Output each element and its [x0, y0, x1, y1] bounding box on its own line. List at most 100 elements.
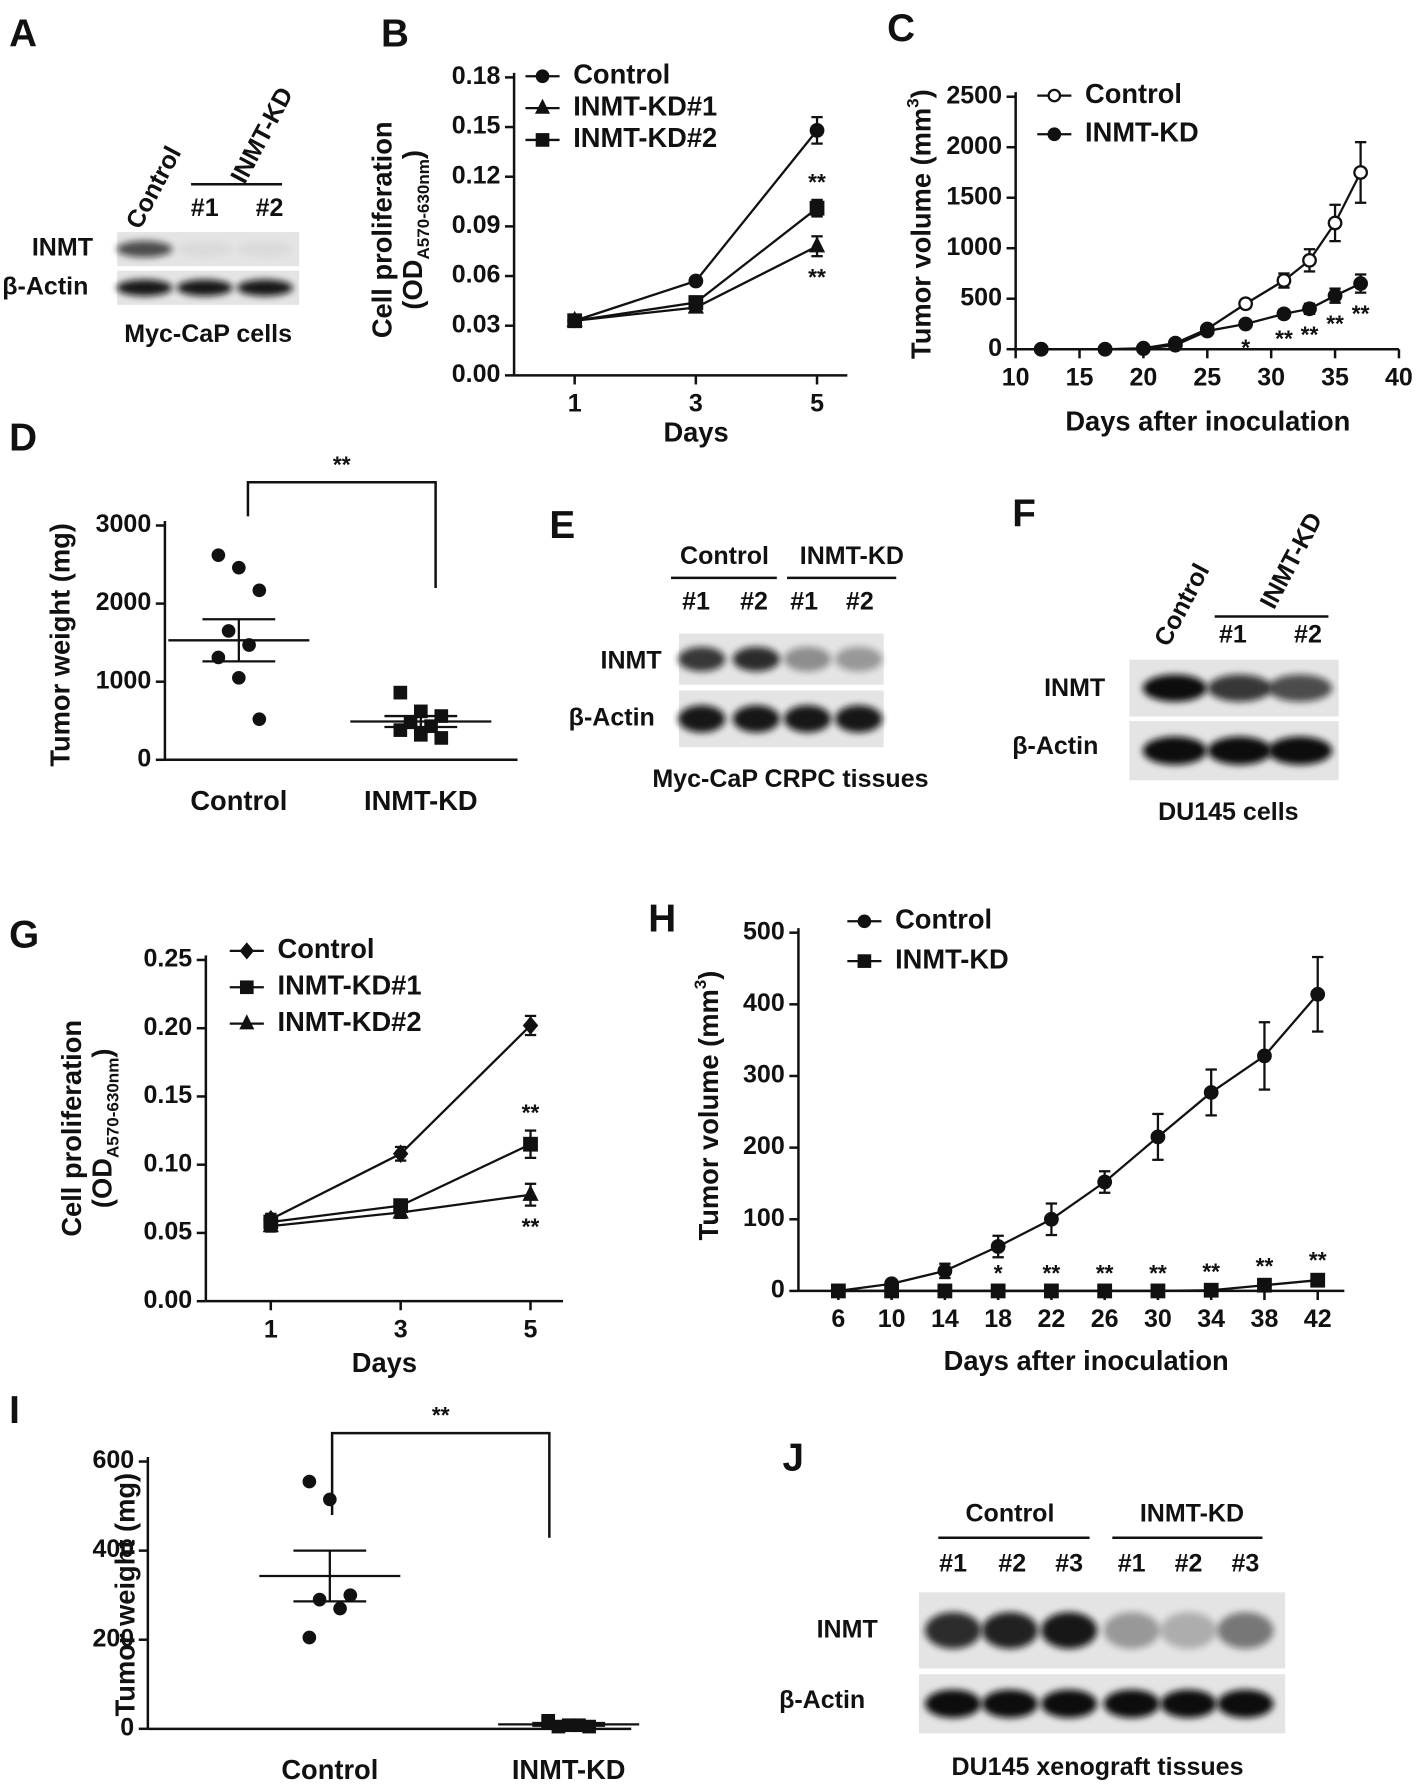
legend-label: INMT-KD#2 [573, 122, 717, 153]
blot-band [925, 1612, 982, 1649]
marker [1199, 323, 1215, 339]
lane-label: #1 [1219, 620, 1247, 648]
caption: Myc-CaP cells [124, 320, 292, 348]
y-tick-label: 1000 [96, 666, 152, 694]
significance: ** [522, 1100, 540, 1126]
marker [232, 560, 246, 575]
y-tick-label: 500 [960, 283, 1002, 311]
marker [239, 980, 254, 995]
significance: ** [1301, 322, 1319, 348]
y-tick-label: 0.12 [452, 161, 501, 189]
marker [392, 1202, 409, 1219]
y-tick-label: 600 [92, 1446, 134, 1474]
significance: ** [1275, 326, 1293, 352]
significance: ** [1309, 1247, 1327, 1273]
marker [567, 313, 583, 329]
x-tick-label: 3 [689, 390, 703, 418]
blot-band [1207, 736, 1272, 765]
marker [392, 1144, 409, 1164]
marker [1150, 1283, 1166, 1299]
x-tick-label: 1 [568, 390, 582, 418]
x-tick-label: 10 [878, 1305, 906, 1333]
significance: ** [333, 451, 351, 477]
lane-label: #1 [191, 194, 219, 222]
y-tick-label: 100 [743, 1204, 785, 1232]
marker [239, 942, 254, 960]
lane-label: #3 [1231, 1550, 1259, 1578]
x-tick-label: 1 [264, 1315, 278, 1343]
y-label-part: Tumor volume (mm [693, 989, 724, 1240]
marker [1044, 1211, 1059, 1227]
y-label-part: ) [693, 971, 724, 980]
marker [434, 731, 449, 745]
row-label: INMT [817, 1616, 879, 1644]
marker [1353, 165, 1369, 180]
blot-band [1041, 1612, 1098, 1649]
blot-band [783, 646, 832, 672]
x-tick-label: 26 [1091, 1305, 1119, 1333]
legend-label: Control [895, 903, 992, 934]
x-axis-label: Days [663, 417, 728, 448]
lane-label: #2 [740, 587, 768, 615]
marker [1167, 337, 1183, 353]
panel-letter: F [1012, 493, 1036, 536]
y-axis-label: Tumor weight (mg) [45, 523, 76, 766]
marker [1033, 341, 1049, 357]
marker [393, 723, 408, 737]
marker [523, 1136, 538, 1152]
x-tick-label: 5 [810, 390, 824, 418]
significance-bracket [246, 481, 437, 589]
blot-band [237, 240, 293, 258]
blot-layer [116, 232, 1339, 1734]
blot-band [1267, 674, 1333, 702]
series-line [270, 1024, 532, 1221]
blot-band [732, 705, 780, 733]
significance: * [1241, 335, 1250, 361]
caption: DU145 xenograft tissues [952, 1753, 1244, 1781]
panel-letter: B [381, 13, 409, 56]
marker [830, 1283, 846, 1299]
y-label-sub: A570-630nm [414, 159, 433, 259]
x-tick-label: 30 [1257, 363, 1285, 391]
blot-band [1142, 674, 1207, 702]
marker [1257, 1277, 1272, 1293]
lane-label: #1 [682, 587, 710, 615]
blot-band [1217, 1689, 1274, 1718]
significance: ** [1326, 310, 1344, 336]
y-label-part: (OD [87, 1158, 118, 1208]
marker [688, 273, 704, 289]
y-axis-label: Tumor volume (mm3) [904, 89, 937, 359]
x-tick-label: 18 [984, 1305, 1012, 1333]
significance: ** [1096, 1260, 1114, 1286]
blot-band [732, 646, 780, 672]
marker [1238, 316, 1254, 332]
marker [688, 295, 704, 310]
marker [809, 200, 825, 216]
x-tick-label: 15 [1066, 363, 1094, 391]
marker [808, 236, 826, 253]
legend-label: INMT-KD [1085, 116, 1199, 147]
y-tick-label: 0.03 [452, 310, 501, 338]
panel-letter: D [9, 416, 37, 459]
significance: ** [808, 264, 826, 290]
y-tick-label: 400 [92, 1535, 134, 1563]
marker [534, 98, 551, 114]
significance: ** [1202, 1259, 1220, 1285]
y-label-part: ) [397, 150, 428, 159]
lane-label: #2 [1175, 1550, 1203, 1578]
marker [1302, 301, 1317, 317]
significance: ** [1149, 1260, 1167, 1286]
marker [1353, 276, 1369, 291]
x-tick-label: 40 [1385, 363, 1413, 391]
lane-label: #2 [998, 1550, 1026, 1578]
panel-letter: H [648, 898, 676, 941]
y-axis-label: Cell proliferation [367, 121, 398, 338]
marker [211, 548, 226, 563]
x-tick-label: 10 [1002, 363, 1030, 391]
y-tick-label: 500 [743, 917, 785, 945]
x-tick-label: 14 [931, 1305, 959, 1333]
y-label-part: Tumor volume (mm [906, 108, 937, 359]
marker [1097, 1283, 1113, 1299]
marker [239, 1014, 255, 1030]
legend-label: INMT-KD#1 [573, 90, 717, 121]
